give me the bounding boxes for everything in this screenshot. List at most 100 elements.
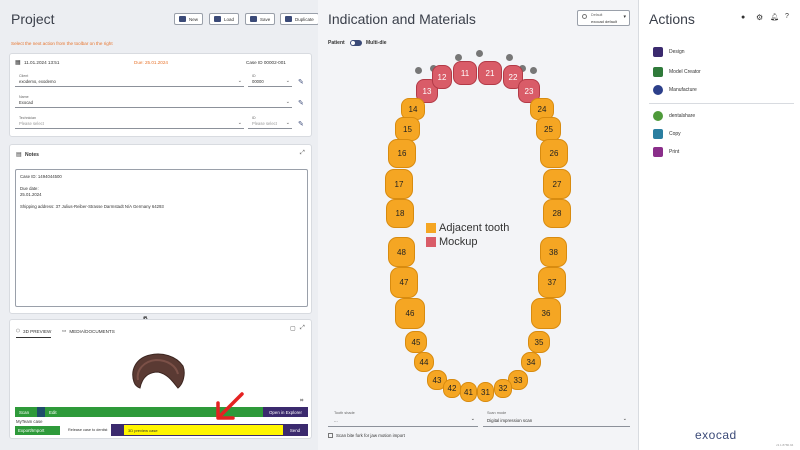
notes-textarea[interactable]: Case ID: 1494044500 Due date: 25.01.2024… <box>15 169 308 307</box>
tooth-18[interactable]: 18 <box>386 199 414 228</box>
tooth-11[interactable]: 11 <box>453 61 477 85</box>
tooth-45[interactable]: 45 <box>405 331 427 353</box>
jaw-model-preview[interactable] <box>128 352 188 392</box>
tooth-17[interactable]: 17 <box>385 169 413 199</box>
actions-panel: Actions ● ⚙ 🔔︎ ? Design Model Creator Ma… <box>638 0 800 450</box>
send-button[interactable]: Send <box>283 425 307 435</box>
tooth-26[interactable]: 26 <box>540 139 568 168</box>
checkbox[interactable] <box>328 433 333 438</box>
duplicate-button[interactable]: Duplicate <box>280 13 319 25</box>
tooth-38[interactable]: 38 <box>540 237 567 267</box>
case-details-card: ▦ 11.01.2024 13:51 Due: 25.01.2024 Case … <box>9 53 312 137</box>
annotation-arrow <box>216 392 244 420</box>
tab-media-documents[interactable]: ▭ MEDIA/DOCUMENTS <box>62 328 115 334</box>
tooth-15[interactable]: 15 <box>395 117 420 141</box>
tooth-47[interactable]: 47 <box>390 267 418 298</box>
tooth-position-dot[interactable] <box>519 65 526 72</box>
material-preset-select[interactable]: Default exocad default ▾ <box>577 10 630 26</box>
save-button[interactable]: Save <box>245 13 276 25</box>
fit-view-icon[interactable]: ⌗ <box>300 398 304 404</box>
design-icon <box>653 47 663 57</box>
tooth-position-dot[interactable] <box>530 67 537 74</box>
open-in-explorer-button[interactable]: Open in Explorer <box>263 407 308 417</box>
action-model-creator[interactable]: Model Creator <box>653 67 701 77</box>
new-button[interactable]: New <box>174 13 204 25</box>
tooth-37[interactable]: 37 <box>538 267 566 298</box>
scan-step[interactable]: Scan <box>19 409 30 415</box>
tab-3d-preview[interactable]: ⬡ 3D PREVIEW <box>16 328 52 338</box>
name-select[interactable]: Name Exocad ⌄ <box>15 95 292 108</box>
gear-icon[interactable]: ⚙ <box>756 13 764 22</box>
edit-client-icon[interactable]: ✎ <box>298 79 304 86</box>
preview-send-bar[interactable]: 3D preview case <box>111 424 308 436</box>
tooth-12[interactable]: 12 <box>432 65 452 89</box>
tooth-position-dot[interactable] <box>476 50 483 57</box>
tooth-42[interactable]: 42 <box>443 379 461 398</box>
tooth-number: 43 <box>432 375 442 385</box>
tooth-shade-value: ... <box>334 418 338 423</box>
scan-edit-bar: Scan Edit <box>15 407 308 417</box>
action-design[interactable]: Design <box>653 47 685 57</box>
tooth-41[interactable]: 41 <box>460 382 477 402</box>
expand-icon[interactable]: ⤢ <box>300 325 305 331</box>
tooth-14[interactable]: 14 <box>401 98 425 120</box>
help-icon[interactable]: ? <box>785 13 789 20</box>
tooth-16[interactable]: 16 <box>388 139 416 168</box>
tooth-31[interactable]: 31 <box>477 382 494 402</box>
client-select[interactable]: Client exodemo, exodemo ⌄ <box>15 74 244 87</box>
tooth-shade-select[interactable]: Tooth shade ... ⌄ <box>328 411 478 427</box>
tooth-28[interactable]: 28 <box>543 199 571 228</box>
technician-id-select[interactable]: ID Please select ⌄ <box>248 116 292 129</box>
edit-technician-icon[interactable]: ✎ <box>298 121 304 128</box>
technician-label: Technician <box>19 116 36 120</box>
step-arrow-icon <box>112 425 124 435</box>
tooth-44[interactable]: 44 <box>414 352 434 372</box>
tooth-23[interactable]: 23 <box>518 79 540 103</box>
tooth-number: 21 <box>485 68 495 78</box>
tooth-27[interactable]: 27 <box>543 169 571 199</box>
patient-multidie-toggle[interactable] <box>350 40 362 46</box>
tooth-36[interactable]: 36 <box>531 298 561 329</box>
due-date: Due: 25.01.2024 <box>134 60 168 65</box>
tooth-46[interactable]: 46 <box>395 298 425 329</box>
action-print[interactable]: Print <box>653 147 679 157</box>
scan-bite-checkbox-row[interactable]: Scan bite fork for jaw motion import <box>328 433 405 438</box>
action-label: Copy <box>669 131 681 137</box>
tooth-number: 38 <box>549 247 558 257</box>
notes-line: Case ID: 1494044500 <box>20 174 62 179</box>
expand-icon[interactable]: ⤢ <box>300 150 305 156</box>
edit-name-icon[interactable]: ✎ <box>298 100 304 107</box>
tooth-48[interactable]: 48 <box>388 237 415 267</box>
scan-mode-select[interactable]: Scan mode Digital impression scan ⌄ <box>483 411 630 427</box>
client-id-select[interactable]: ID 00000 ⌄ <box>248 74 292 87</box>
user-icon[interactable]: ● <box>741 14 746 21</box>
edit-step[interactable]: Edit <box>49 409 57 415</box>
technician-select[interactable]: Technician Please select ⌄ <box>15 116 244 129</box>
action-dentalshare[interactable]: dentalshare <box>653 111 695 121</box>
window-icon[interactable]: ▢ <box>290 326 296 332</box>
duplicate-icon <box>285 16 292 22</box>
client-id-label: ID <box>252 74 256 78</box>
load-button[interactable]: Load <box>209 13 240 25</box>
tooth-35[interactable]: 35 <box>528 331 550 353</box>
tooth-number: 28 <box>552 209 562 218</box>
send-label: Send <box>289 427 301 433</box>
tooth-32[interactable]: 32 <box>494 379 512 398</box>
new-icon <box>179 16 186 22</box>
tooth-position-dot[interactable] <box>455 54 462 61</box>
tooth-position-dot[interactable] <box>415 67 422 74</box>
action-manufacture[interactable]: Manufacture <box>653 85 697 95</box>
tooth-25[interactable]: 25 <box>536 117 561 141</box>
tooth-number: 48 <box>397 247 406 257</box>
myteam-label: MyTeam case <box>16 419 43 424</box>
model-creator-icon <box>653 67 663 77</box>
multidie-label: Multi-die <box>366 40 387 46</box>
preset-icon <box>582 14 587 19</box>
tooth-34[interactable]: 34 <box>521 352 541 372</box>
tooth-number: 11 <box>460 68 470 78</box>
export-import-button[interactable]: Export/Import <box>15 426 60 435</box>
tooth-21[interactable]: 21 <box>478 61 502 85</box>
tooth-position-dot[interactable] <box>506 54 513 61</box>
bell-icon[interactable]: 🔔︎ <box>770 14 779 21</box>
action-copy[interactable]: Copy <box>653 129 681 139</box>
